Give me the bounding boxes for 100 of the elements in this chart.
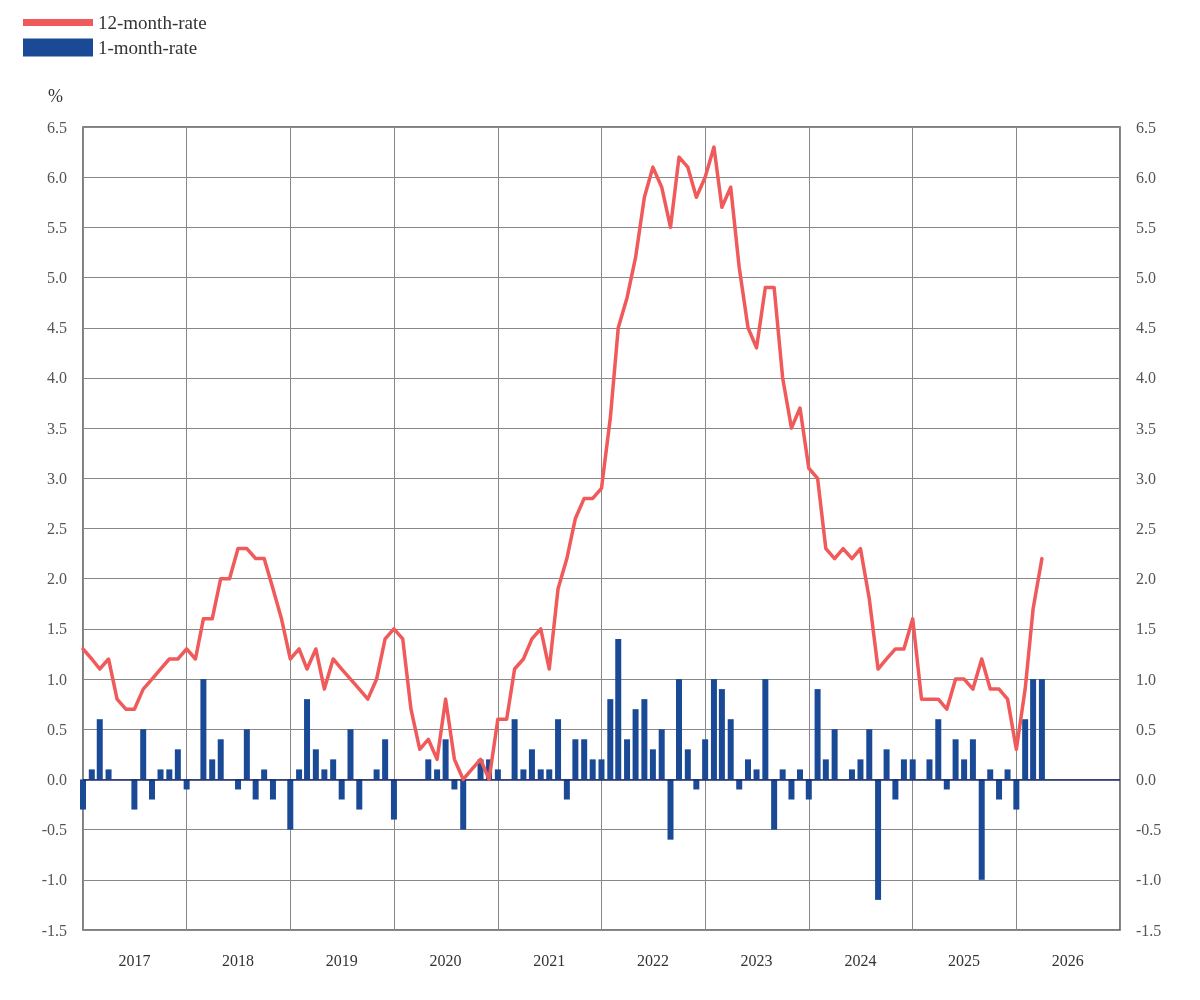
bar: [304, 699, 311, 780]
bar: [217, 739, 224, 780]
bar: [952, 739, 959, 780]
bar: [727, 719, 734, 780]
bar: [434, 769, 441, 780]
bar: [338, 779, 345, 800]
bar: [312, 749, 319, 780]
bar: [157, 769, 164, 780]
y2-tick-label: 4.5: [1136, 319, 1156, 337]
y2-tick-label: 1.0: [1136, 670, 1156, 688]
legend-label: 12-month-rate: [98, 12, 207, 33]
y2-tick-label: 5.5: [1136, 218, 1156, 236]
x-tick-label: 2025: [948, 951, 981, 969]
bar: [796, 769, 803, 780]
bar: [442, 739, 449, 780]
bar: [875, 779, 882, 900]
x-tick-label: 2022: [636, 951, 669, 969]
bar: [969, 739, 976, 780]
y2-tick-label: -0.5: [1136, 821, 1162, 839]
x-tick-label: 2017: [118, 951, 151, 969]
y2-tick-label: 2.5: [1136, 520, 1156, 537]
y-tick-label: 6.0: [47, 168, 67, 186]
bar: [996, 779, 1003, 800]
bar: [658, 729, 665, 780]
bar: [563, 779, 570, 800]
y-tick-label: -0.5: [41, 821, 67, 839]
bar: [88, 769, 95, 780]
bar: [866, 729, 873, 780]
y-tick-label: 3.0: [47, 469, 67, 487]
bar: [269, 779, 276, 800]
y2-tick-label: 3.5: [1136, 419, 1156, 437]
y-tick-label: 5.0: [47, 269, 67, 287]
bar: [209, 759, 216, 780]
y-tick-label: 0.5: [47, 720, 67, 738]
bar: [848, 769, 855, 780]
y-tick-label: 3.5: [47, 419, 67, 437]
bar: [494, 769, 501, 780]
bar: [356, 779, 363, 810]
bar: [909, 759, 916, 780]
bar: [788, 779, 795, 800]
y-tick-label: 6.5: [47, 118, 67, 136]
bar: [684, 749, 691, 780]
y2-tick-label: 0.5: [1136, 720, 1156, 738]
bar: [857, 759, 864, 780]
bar: [935, 719, 942, 780]
bar: [762, 679, 769, 780]
bar: [814, 689, 821, 780]
bar: [1004, 769, 1011, 780]
x-tick-label: 2024: [844, 951, 877, 969]
y2-tick-label: 2.0: [1136, 570, 1156, 588]
y-tick-label: 4.0: [47, 369, 67, 387]
bar: [1030, 679, 1037, 780]
bar: [287, 779, 294, 830]
bar: [961, 759, 968, 780]
bar: [676, 679, 683, 780]
bar: [598, 759, 605, 780]
bar: [900, 759, 907, 780]
x-tick-label: 2026: [1051, 951, 1084, 969]
bar: [883, 749, 890, 780]
bar: [149, 779, 155, 800]
bar: [926, 759, 933, 780]
y-tick-label: 2.5: [47, 520, 67, 537]
bar: [978, 779, 985, 880]
y-tick-label: 5.5: [47, 218, 67, 236]
x-tick-label: 2021: [533, 951, 566, 969]
bar: [243, 729, 250, 780]
y-tick-label: -1.5: [41, 921, 67, 939]
y2-tick-label: 5.0: [1136, 269, 1156, 287]
y-tick-label: 2.0: [47, 570, 67, 588]
bar: [390, 779, 397, 820]
bar: [779, 769, 786, 780]
bar: [710, 679, 717, 780]
x-tick-label: 2020: [429, 951, 462, 969]
bar: [252, 779, 259, 800]
bar: [330, 759, 337, 780]
bar: [822, 759, 829, 780]
bar: [987, 769, 994, 780]
bar: [607, 699, 614, 780]
y-tick-label: -1.0: [41, 871, 67, 889]
bar: [425, 759, 432, 780]
bar: [702, 739, 709, 780]
bar: [649, 749, 656, 780]
y-tick-label: 0.0: [47, 770, 67, 788]
y2-tick-label: 1.5: [1136, 620, 1156, 638]
y-tick-label: 4.5: [47, 319, 67, 337]
y2-tick-label: 6.5: [1136, 118, 1156, 136]
bar: [520, 769, 527, 780]
bar: [296, 769, 303, 780]
y2-tick-label: 6.0: [1136, 168, 1156, 186]
legend-label: 1-month-rate: [98, 37, 198, 58]
bar: [537, 769, 544, 780]
bar: [347, 729, 354, 780]
bar: [753, 769, 760, 780]
x-tick-label: 2018: [222, 951, 255, 969]
bar: [321, 769, 328, 780]
bar: [624, 739, 631, 780]
bar: [200, 679, 207, 780]
x-tick-label: 2019: [325, 951, 358, 969]
bar: [80, 779, 86, 810]
bar: [1038, 679, 1045, 780]
